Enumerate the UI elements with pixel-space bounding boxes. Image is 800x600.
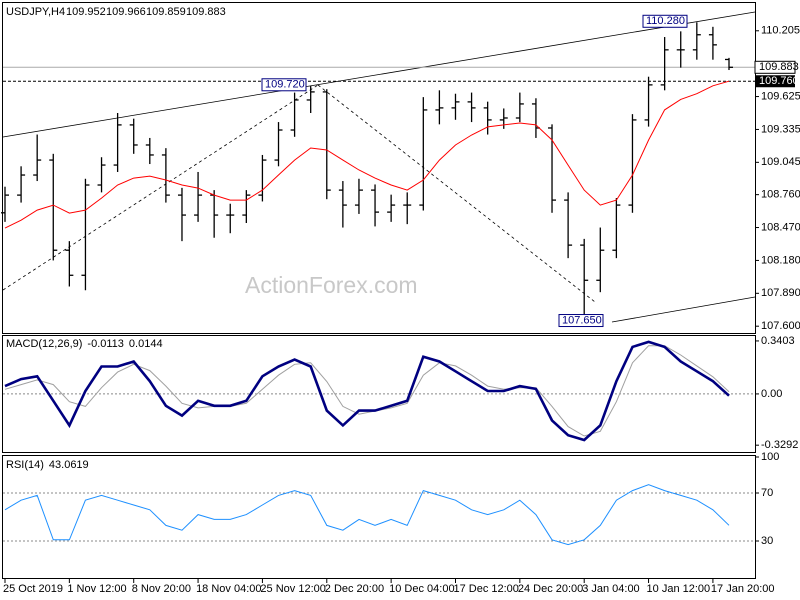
x-tick-label: 17 Jan 20:00 (711, 583, 775, 595)
y-tick-label: 107.890 (761, 287, 800, 299)
y-tick-label: 110.205 (761, 25, 800, 37)
y-tick-label: 100 (761, 451, 779, 463)
overlay-last-label: 109.760 (759, 75, 799, 87)
header-value: 43.0619 (49, 459, 89, 471)
y-tick-label: 109.625 (761, 90, 800, 102)
trend-line (317, 84, 596, 303)
x-tick-label: 25 Oct 2019 (3, 583, 63, 595)
annotation-label: 109.720 (265, 79, 305, 91)
last-price-label: 109.883 (759, 61, 799, 73)
y-tick-label: 107.600 (761, 320, 800, 332)
header-value: 0.0144 (129, 338, 163, 350)
series-line (4, 340, 730, 442)
x-tick-label: 18 Nov 04:00 (196, 583, 261, 595)
x-tick-label: 8 Nov 20:00 (132, 583, 191, 595)
price-panel (2, 2, 756, 334)
rsi-panel (2, 455, 756, 579)
annotation-label: 110.280 (646, 15, 685, 27)
x-tick-label: 2 Dec 20:00 (325, 583, 384, 595)
header-value: 109.966 (106, 6, 146, 18)
series-line (4, 345, 730, 437)
y-tick-label: 109.045 (761, 156, 800, 168)
header-value: 109.952 (66, 6, 106, 18)
trend-line (2, 84, 319, 291)
x-tick-label: 10 Dec 04:00 (389, 583, 454, 595)
trend-line (611, 296, 756, 323)
moving-average (4, 80, 730, 229)
y-tick-label: 108.760 (761, 189, 800, 201)
y-tick-label: 0.3403 (761, 335, 795, 347)
y-tick-label: 108.470 (761, 221, 800, 233)
header-value: 109.859 (146, 6, 186, 18)
trend-line (2, 11, 756, 138)
x-tick-label: 25 Nov 12:00 (260, 583, 325, 595)
annotation-box (642, 14, 688, 28)
header-value: -0.0113 (87, 338, 124, 350)
x-tick-label: 3 Jan 04:00 (582, 583, 640, 595)
annotation-box (558, 314, 604, 328)
y-tick-label: 109.335 (761, 123, 800, 135)
y-tick-label: 30 (761, 535, 773, 547)
annotation-label: 107.650 (562, 314, 602, 326)
chart-title: USDJPY,H4 (6, 6, 65, 18)
header-value: 109.883 (186, 6, 226, 18)
overlay-last-box (755, 75, 795, 88)
chart-title: RSI(14) (6, 459, 44, 471)
y-tick-label: 70 (761, 487, 773, 499)
y-tick-label: 108.180 (761, 254, 800, 266)
y-tick-label: 0.00 (761, 388, 782, 400)
x-tick-label: 24 Dec 20:00 (518, 583, 583, 595)
y-tick-label: -0.3292 (761, 439, 798, 451)
x-tick-label: 1 Nov 12:00 (67, 583, 126, 595)
series-line (4, 484, 730, 546)
chart-title: MACD(12,26,9) (6, 338, 82, 350)
last-price-box (754, 60, 796, 74)
watermark: ActionForex.com (245, 272, 418, 298)
x-tick-label: 17 Dec 12:00 (453, 583, 518, 595)
annotation-box (261, 78, 307, 92)
x-tick-label: 10 Jan 12:00 (647, 583, 711, 595)
